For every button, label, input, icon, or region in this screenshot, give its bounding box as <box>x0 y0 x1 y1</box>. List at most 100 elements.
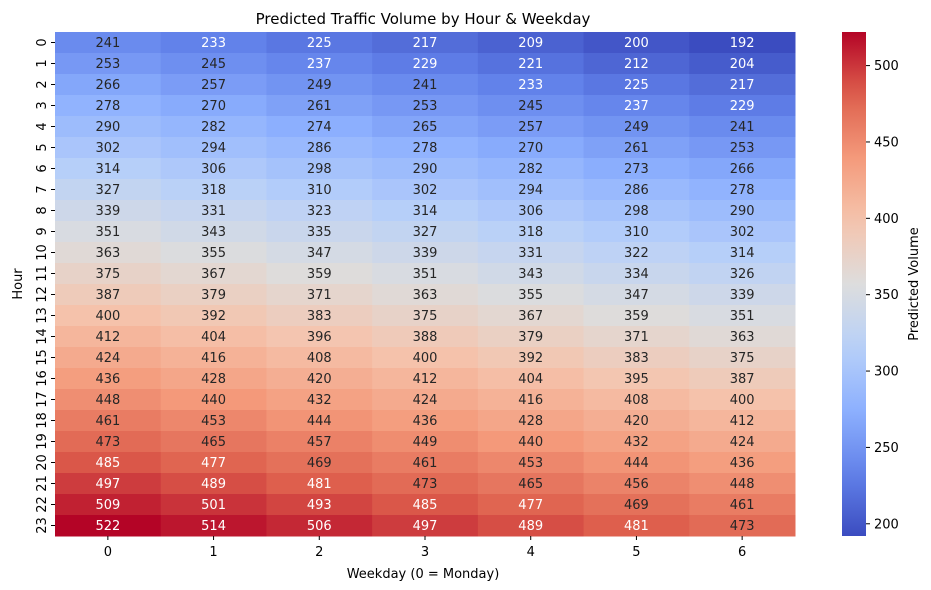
cell-value-label: 245 <box>518 99 543 114</box>
heatmap-cell <box>372 242 479 264</box>
cell-value-label: 343 <box>518 267 543 282</box>
heatmap-cell <box>477 116 585 138</box>
cell-value-label: 334 <box>624 267 649 282</box>
heatmap-cell <box>266 389 373 411</box>
heatmap-cell <box>160 95 267 117</box>
cell-value-label: 436 <box>730 456 755 471</box>
heatmap-cell <box>160 116 267 138</box>
heatmap-cell <box>55 158 162 180</box>
heatmap-cell <box>477 389 585 411</box>
cell-value-label: 428 <box>518 414 543 429</box>
cell-value-label: 266 <box>730 162 755 177</box>
heatmap-cell <box>477 200 585 222</box>
cell-value-label: 383 <box>624 351 649 366</box>
heatmap-cell <box>477 452 585 474</box>
heatmap-cell <box>689 347 796 369</box>
heatmap-cell <box>372 305 479 327</box>
y-tick-label: 18 <box>35 412 50 429</box>
cell-value-label: 461 <box>730 498 755 513</box>
heatmap-cell <box>266 305 373 327</box>
y-tick-label: 6 <box>35 164 50 172</box>
cell-value-label: 461 <box>95 414 120 429</box>
cell-value-label: 273 <box>624 162 649 177</box>
cell-value-label: 249 <box>624 120 649 135</box>
cell-value-label: 306 <box>518 204 543 219</box>
cell-value-label: 396 <box>307 330 332 345</box>
heatmap-cell <box>55 263 162 285</box>
cell-value-label: 465 <box>518 477 543 492</box>
cell-value-label: 359 <box>307 267 332 282</box>
heatmap-cell <box>477 368 585 390</box>
heatmap-cell <box>266 473 373 495</box>
cell-value-label: 282 <box>201 120 226 135</box>
heatmap-cell <box>583 410 690 432</box>
cell-value-label: 416 <box>201 351 226 366</box>
heatmap-cell <box>583 95 690 117</box>
heatmap-cell <box>55 347 162 369</box>
cell-value-label: 339 <box>730 288 755 303</box>
heatmap-cell <box>160 368 267 390</box>
cell-value-label: 306 <box>201 162 226 177</box>
cell-value-label: 221 <box>518 57 543 72</box>
cell-value-label: 278 <box>95 99 120 114</box>
heatmap-cell <box>583 347 690 369</box>
y-tick-label: 13 <box>35 307 50 324</box>
heatmap-cell <box>689 74 796 96</box>
cell-value-label: 265 <box>413 120 438 135</box>
colorbar-ticks: 200 250 300 350 400 450 500 <box>866 59 899 532</box>
cell-value-label: 400 <box>95 309 120 324</box>
heatmap-cell <box>266 53 373 75</box>
heatmap-cell <box>583 368 690 390</box>
heatmap-cell <box>372 410 479 432</box>
heatmap-cell <box>55 221 162 243</box>
heatmap-cell <box>160 263 267 285</box>
y-tick-label: 11 <box>35 265 50 282</box>
cell-value-label: 444 <box>624 456 649 471</box>
cell-value-label: 249 <box>307 78 332 93</box>
heatmap-cell <box>55 410 162 432</box>
cell-value-label: 298 <box>624 204 649 219</box>
cell-value-label: 473 <box>730 519 755 534</box>
cell-value-label: 497 <box>413 519 438 534</box>
x-tick-label: 6 <box>738 545 746 560</box>
cell-value-label: 473 <box>95 435 120 450</box>
heatmap-cell <box>160 326 267 348</box>
y-tick-label: 5 <box>35 143 50 151</box>
heatmap-cell <box>689 200 796 222</box>
cell-value-label: 261 <box>624 141 649 156</box>
x-axis-label: Weekday (0 = Monday) <box>347 567 500 582</box>
cell-value-label: 217 <box>413 36 438 51</box>
heatmap-cell <box>55 200 162 222</box>
heatmap-cell <box>266 431 373 453</box>
cell-value-label: 501 <box>201 498 226 513</box>
cell-value-label: 485 <box>95 456 120 471</box>
y-tick-label: 4 <box>35 122 50 130</box>
heatmap-cell <box>372 74 479 96</box>
heatmap-cell <box>583 158 690 180</box>
cell-value-label: 432 <box>624 435 649 450</box>
cell-value-label: 204 <box>730 57 755 72</box>
y-tick-label: 2 <box>35 80 50 88</box>
cell-value-label: 420 <box>624 414 649 429</box>
x-tick-label: 5 <box>632 545 640 560</box>
heatmap-cell <box>266 410 373 432</box>
heatmap-cell <box>583 515 690 537</box>
heatmap-cell <box>583 200 690 222</box>
cell-value-label: 506 <box>307 519 332 534</box>
heatmap-cell <box>583 494 690 516</box>
cell-value-label: 298 <box>307 162 332 177</box>
cell-value-label: 400 <box>730 393 755 408</box>
heatmap-cell <box>266 263 373 285</box>
heatmap-cell <box>266 32 373 54</box>
heatmap-cell <box>689 137 796 159</box>
colorbar-tick-label: 300 <box>874 365 899 380</box>
cell-value-label: 290 <box>413 162 438 177</box>
cell-value-label: 339 <box>413 246 438 261</box>
cell-value-label: 318 <box>518 225 543 240</box>
cell-value-label: 270 <box>201 99 226 114</box>
heatmap-cell <box>689 158 796 180</box>
heatmap-cell <box>160 473 267 495</box>
heatmap-cell <box>160 431 267 453</box>
heatmap-cell <box>477 137 585 159</box>
cell-value-label: 383 <box>307 309 332 324</box>
